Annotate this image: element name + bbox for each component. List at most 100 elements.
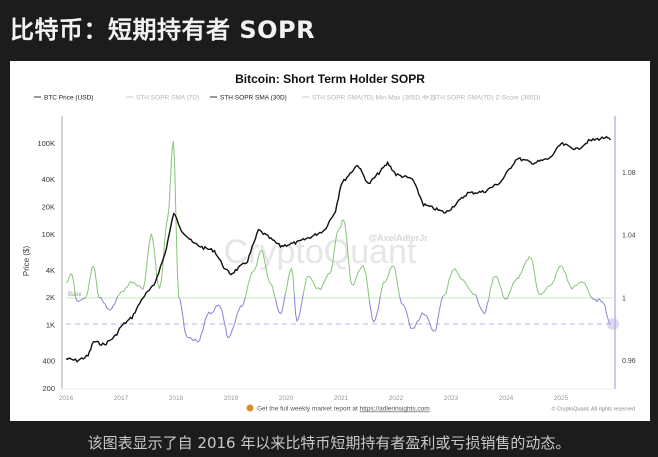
y-right-tick: 1.04 (622, 233, 636, 240)
sopr-segment (232, 324, 235, 329)
sopr-segment (118, 291, 122, 295)
sopr-segment (549, 284, 552, 286)
sopr-segment (238, 305, 241, 311)
sopr-segment (456, 271, 459, 275)
x-axis-ticks: 2016 2017 2018 2019 2020 2021 2022 2023 2024 2025 (59, 395, 569, 402)
sopr-segment (254, 265, 257, 270)
sopr-segment (336, 229, 339, 234)
sopr-segment (205, 314, 208, 319)
legend-item[interactable]: STH SOPR SMA (7D) (126, 95, 199, 102)
legend-item[interactable]: BTC Price (USD) (34, 95, 93, 102)
sopr-segment (562, 266, 565, 272)
sopr-segment (306, 275, 309, 279)
sopr-segment (170, 152, 173, 179)
sopr-segment (100, 296, 103, 301)
sopr-segment (588, 293, 592, 298)
sopr-segment (257, 252, 261, 260)
sopr-segment (295, 314, 298, 322)
x-tick: 2025 (554, 395, 569, 402)
sopr-segment (225, 327, 228, 336)
sopr-segment (451, 269, 455, 272)
sopr-segment (514, 277, 518, 282)
legend-item[interactable]: STH SOPR SMA(7D) Z-Score (365D) (422, 95, 540, 102)
sopr-segment (174, 162, 177, 221)
sopr-segment (544, 287, 548, 291)
sopr-segment (410, 327, 413, 330)
sopr-segment (573, 285, 576, 288)
sopr-segment (175, 219, 178, 274)
sopr-segment (526, 259, 528, 262)
sopr-segment (163, 226, 167, 245)
x-tick: 2016 (59, 395, 74, 402)
legend-item[interactable]: STH SOPR SMA(7D) Min-Max (365D, 0-1) (302, 95, 435, 102)
sopr-segment (126, 283, 130, 288)
sopr-segment (310, 278, 314, 282)
sopr-segment (390, 266, 393, 269)
sopr-segment (488, 288, 491, 300)
chart: Bitcoin: Short Term Holder SOPR BTC Pric… (22, 72, 636, 413)
sopr-segment (302, 285, 306, 294)
report-link[interactable]: https://adlerinsights.com (360, 406, 430, 413)
sopr-segment (313, 284, 317, 289)
sopr-segment (399, 296, 402, 304)
sopr-segment (337, 228, 340, 231)
sopr-segment (373, 318, 377, 323)
legend-label: STH SOPR SMA (30D) (220, 95, 287, 102)
sopr-30d-series (65, 140, 611, 343)
sopr-segment (78, 300, 81, 302)
sopr-segment (435, 319, 439, 330)
sopr-segment (194, 338, 197, 341)
page-heading: 比特币：短期持有者 SOPR (10, 16, 316, 44)
sopr-segment (281, 303, 285, 312)
sopr-segment (477, 300, 480, 306)
sopr-segment (454, 268, 457, 272)
sopr-segment (407, 316, 410, 325)
sopr-segment (241, 303, 245, 307)
sopr-segment (280, 311, 283, 315)
sopr-segment (329, 269, 332, 274)
sopr-segment (496, 276, 499, 280)
sopr-segment (133, 281, 136, 284)
sopr-segment (548, 285, 551, 287)
x-tick: 2022 (389, 395, 404, 402)
sopr-segment (247, 278, 251, 284)
sopr-segment (167, 206, 170, 218)
sopr-segment (457, 273, 460, 276)
sopr-segment (531, 260, 535, 270)
sopr-segment (154, 261, 158, 278)
sopr-segment (489, 283, 493, 290)
sopr-segment (467, 287, 471, 291)
sopr-segment (230, 328, 234, 333)
sopr-segment (260, 249, 263, 252)
sopr-segment (461, 278, 464, 281)
sopr-segment (213, 307, 216, 312)
sopr-segment (566, 279, 570, 284)
x-tick: 2023 (444, 395, 459, 402)
y-left-tick: 4K (46, 266, 55, 275)
sopr-segment (343, 219, 346, 225)
sopr-segment (335, 233, 338, 242)
sopr-segment (339, 225, 342, 230)
sopr-segment (599, 298, 602, 302)
sopr-segment (139, 285, 142, 289)
legend-label: BTC Price (USD) (44, 95, 93, 102)
sopr-segment (423, 313, 426, 316)
legend-label: STH SOPR SMA (7D) (136, 95, 199, 102)
sopr-segment (568, 283, 571, 287)
sopr-segment (587, 288, 590, 294)
sopr-segment (486, 299, 490, 305)
sopr-segment (546, 285, 549, 288)
sopr-segment (447, 279, 450, 288)
sopr-segment (460, 277, 463, 280)
sopr-segment (75, 297, 78, 302)
sopr-segment (109, 308, 112, 311)
sopr-segment (283, 294, 286, 304)
sopr-segment (418, 316, 421, 321)
sopr-segment (421, 312, 424, 315)
sopr-segment (513, 280, 516, 283)
sopr-segment (240, 305, 243, 308)
sopr-segment (579, 281, 582, 284)
sopr-segment (571, 286, 575, 290)
sopr-segment (508, 290, 512, 295)
legend-item[interactable]: STH SOPR SMA (30D) (210, 95, 287, 102)
